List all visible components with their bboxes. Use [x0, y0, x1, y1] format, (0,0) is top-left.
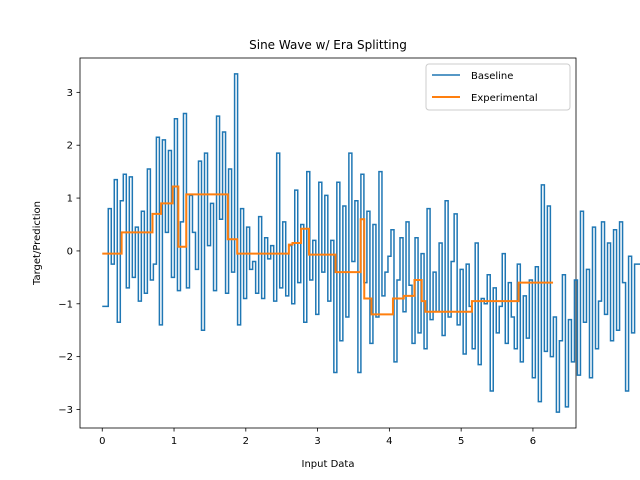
- legend-label-baseline: Baseline: [471, 71, 513, 82]
- x-axis-label: Input Data: [302, 459, 355, 470]
- y-tick-label: −1: [58, 299, 73, 310]
- legend-box: [425, 63, 571, 111]
- y-tick-label: −2: [58, 352, 73, 363]
- plot-area: [79, 57, 640, 429]
- experimental-series: [102, 185, 554, 316]
- x-tick-label: 0: [99, 436, 105, 447]
- y-tick-label: 3: [67, 88, 73, 99]
- y-tick-label: 1: [67, 194, 73, 205]
- axes-frame: [79, 57, 577, 429]
- legend: Baseline Experimental: [425, 63, 571, 111]
- y-tick-label: 2: [67, 141, 73, 152]
- x-tick-label: 3: [314, 436, 320, 447]
- x-tick-label: 2: [243, 436, 249, 447]
- chart-title: Sine Wave w/ Era Splitting: [249, 38, 407, 52]
- x-axis: 0 1 2 3 4 5 6: [99, 428, 536, 447]
- y-tick-label: 0: [67, 246, 73, 257]
- x-tick-label: 5: [458, 436, 464, 447]
- x-tick-label: 1: [171, 436, 177, 447]
- experimental-line: [102, 185, 554, 316]
- y-axis-label: Target/Prediction: [32, 201, 43, 286]
- y-tick-label: −3: [58, 405, 73, 416]
- y-axis: −3 −2 −1 0 1 2 3: [58, 88, 80, 416]
- x-tick-label: 4: [386, 436, 392, 447]
- legend-label-experimental: Experimental: [471, 93, 538, 104]
- baseline-series: [102, 73, 640, 413]
- baseline-line: [102, 73, 640, 413]
- x-tick-label: 6: [530, 436, 536, 447]
